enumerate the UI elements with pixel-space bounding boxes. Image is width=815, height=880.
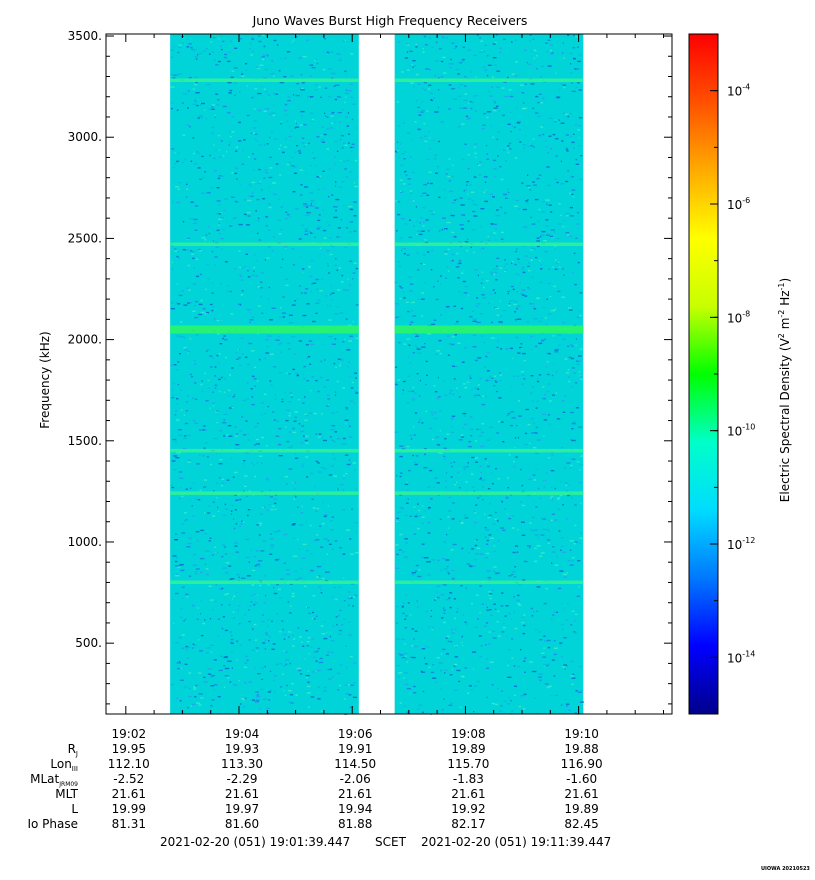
colorbar-ticks: 10-4 10-6 10-8 10-10 10-12 10-14 <box>710 33 755 715</box>
ephemeris-value: 19.91 <box>338 742 372 756</box>
lon-label: LonIII <box>50 757 78 773</box>
emission-line-3280khz <box>170 78 359 82</box>
ephemeris-value: 21.61 <box>225 787 259 801</box>
spectrogram-noise <box>170 34 360 715</box>
ephemeris-value: -1.83 <box>453 772 484 786</box>
emission-line-1240khz <box>394 491 584 495</box>
colorbar: 10-4 10-6 10-8 10-10 10-12 10-14 Electric Spe… <box>688 33 792 715</box>
plot-area: 500. 1000. 1500. 2000. 2500. 3000. 3500. Frequ… <box>38 29 673 715</box>
emission-line-1240khz <box>170 491 359 495</box>
emission-line-1450khz <box>170 448 359 453</box>
ephemeris-table: RJ LonIII MLatJRM09 MLT L Io Phase 19:02… <box>27 727 602 831</box>
ephemeris-value: 19.89 <box>564 802 598 816</box>
ephemeris-value: 114.50 <box>334 757 376 771</box>
y-tick-label: 1000. <box>68 535 102 549</box>
colorbar-tick-label: 10-8 <box>727 309 750 325</box>
ephemeris-value: 19.89 <box>451 742 485 756</box>
colorbar-tick-label: 10-6 <box>727 196 750 212</box>
ephemeris-value: 113.30 <box>221 757 263 771</box>
spectrogram-background <box>170 34 359 714</box>
ephemeris-row-labels: RJ LonIII MLatJRM09 MLT L Io Phase <box>27 742 78 831</box>
io-phase-label: Io Phase <box>27 817 78 831</box>
spectrogram-noise <box>394 34 585 715</box>
x-tick-label: 19:06 <box>338 727 373 741</box>
ephemeris-value: 21.61 <box>338 787 372 801</box>
x-tick-label: 19:10 <box>564 727 599 741</box>
ephemeris-value: 81.88 <box>338 817 372 831</box>
ephemeris-value: -2.06 <box>340 772 371 786</box>
l-label: L <box>71 802 78 816</box>
ephemeris-value: 19.92 <box>451 802 485 816</box>
emission-line-2050khz <box>170 325 359 334</box>
y-tick-label: 3000. <box>68 130 102 144</box>
ephemeris-value: 112.10 <box>108 757 150 771</box>
y-tick-label: 500. <box>75 636 102 650</box>
ephemeris-value: 115.70 <box>447 757 489 771</box>
emission-line-2470khz <box>394 242 584 246</box>
ephemeris-value: 82.45 <box>564 817 598 831</box>
colorbar-tick-label: 10-12 <box>727 536 755 552</box>
y-tick-label: 2500. <box>68 231 102 245</box>
y-tick-label: 2000. <box>68 333 102 347</box>
emission-line-800khz <box>170 580 359 584</box>
spectrogram-block-2 <box>394 34 585 715</box>
uiowa-stamp: UIOWA 20210523 <box>761 866 810 872</box>
ephemeris-value: 21.61 <box>451 787 485 801</box>
x-tick-label: 19:08 <box>451 727 486 741</box>
ephemeris-value: -1.60 <box>566 772 597 786</box>
emission-line-3280khz <box>394 78 584 82</box>
ephemeris-value: 19.99 <box>112 802 146 816</box>
ephemeris-value: 82.17 <box>451 817 485 831</box>
ephemeris-value: 19.88 <box>564 742 598 756</box>
x-tick-label: 19:04 <box>225 727 260 741</box>
spectrogram-block-1 <box>170 34 360 715</box>
ephemeris-value: -2.52 <box>113 772 144 786</box>
emission-line-1450khz <box>394 448 584 453</box>
y-axis-label: Frequency (kHz) <box>38 331 52 428</box>
spectrogram-background <box>394 34 584 714</box>
ephemeris-value: -2.29 <box>226 772 257 786</box>
footer-end-time: 2021-02-20 (051) 19:11:39.447 <box>421 835 612 849</box>
emission-line-2470khz <box>170 242 359 246</box>
y-tick-label: 1500. <box>68 434 102 448</box>
colorbar-gradient <box>688 33 719 715</box>
emission-line-2050khz <box>394 325 584 334</box>
ephemeris-value: 21.61 <box>564 787 598 801</box>
colorbar-tick-label: 10-14 <box>727 649 755 665</box>
ephemeris-value: 19.97 <box>225 802 259 816</box>
x-tick-label: 19:02 <box>112 727 147 741</box>
ephemeris-value: 19.94 <box>338 802 372 816</box>
colorbar-label: Electric Spectral Density (V2 m-2 Hz-1) <box>777 278 792 502</box>
ephemeris-value: 116.90 <box>561 757 603 771</box>
rj-label: RJ <box>68 742 78 758</box>
y-axis: 500. 1000. 1500. 2000. 2500. 3000. 3500. <box>68 29 672 705</box>
ephemeris-value: 19.95 <box>112 742 146 756</box>
colorbar-tick-label: 10-10 <box>727 423 755 439</box>
ephemeris-value: 81.31 <box>112 817 146 831</box>
x-axis <box>125 34 665 714</box>
ephemeris-value: 19.93 <box>225 742 259 756</box>
footer-scet-label: SCET <box>375 835 406 849</box>
mlat-label: MLatJRM09 <box>30 772 78 788</box>
ephemeris-value: 21.61 <box>112 787 146 801</box>
chart-title: Juno Waves Burst High Frequency Receiver… <box>252 13 528 28</box>
mlt-label: MLT <box>55 787 78 801</box>
emission-line-800khz <box>394 580 584 584</box>
y-tick-label: 3500. <box>68 29 102 43</box>
ephemeris-value: 81.60 <box>225 817 259 831</box>
footer-start-time: 2021-02-20 (051) 19:01:39.447 <box>160 835 351 849</box>
colorbar-tick-label: 10-4 <box>727 83 750 99</box>
